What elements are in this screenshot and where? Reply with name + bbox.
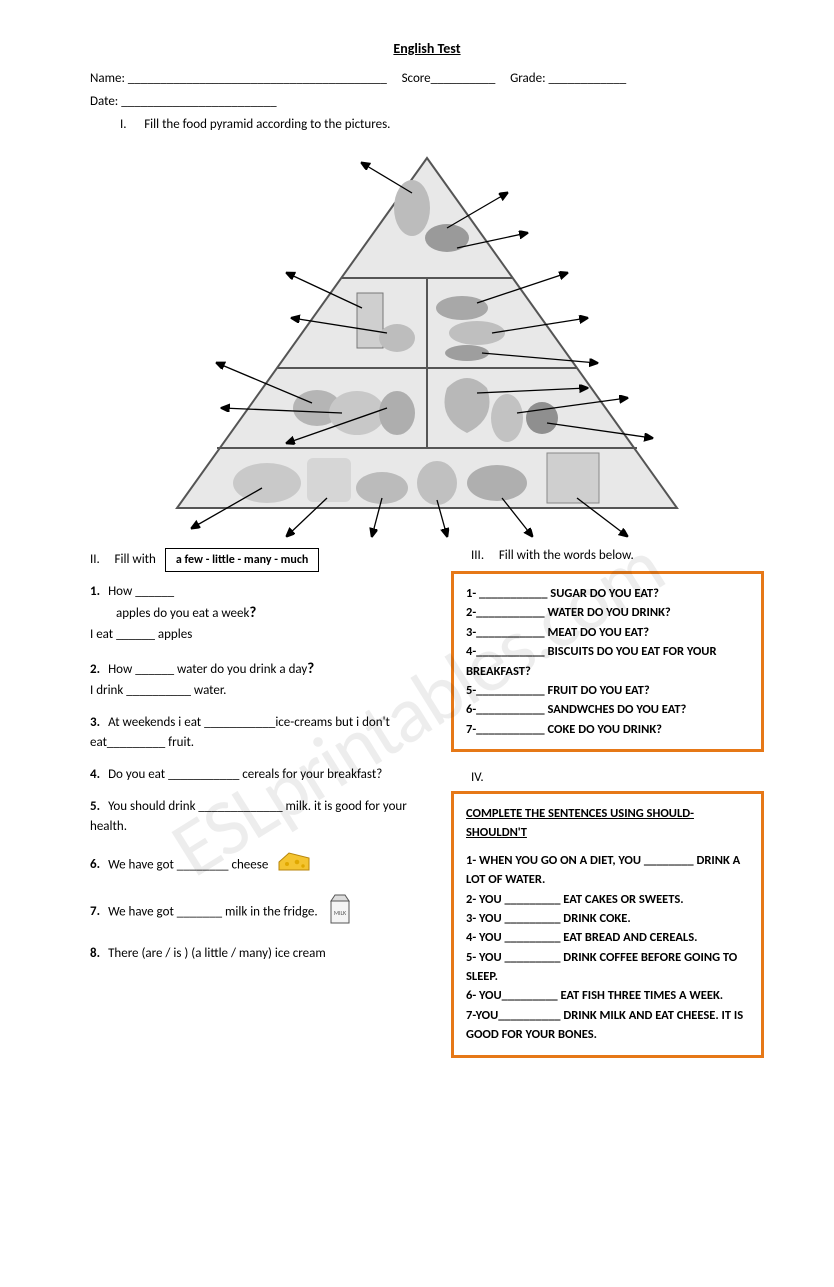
roman-1: I. <box>120 117 127 132</box>
q2-5[interactable]: 5.You should drink _____________ milk. i… <box>90 797 427 837</box>
roman-2: II. <box>90 552 100 567</box>
q2-2a[interactable]: How ______ water do you drink a day <box>108 662 307 677</box>
header-line-1: Name: __________________________________… <box>90 71 764 86</box>
name-field[interactable]: Name: __________________________________… <box>90 71 387 86</box>
q2-6[interactable]: 6.We have got ________ cheese <box>90 850 427 881</box>
section-4-box[interactable]: COMPLETE THE SENTENCES USING SHOULD- SHO… <box>451 791 764 1058</box>
q2-8t[interactable]: There (are / is ) (a little / many) ice … <box>108 946 326 961</box>
cheese-icon <box>277 850 311 881</box>
section-2: II. Fill with a few - little - many - mu… <box>90 548 427 1076</box>
q2-2[interactable]: 2.How ______ water do you drink a day? I… <box>90 658 427 701</box>
q2-2b[interactable]: I drink __________ water. <box>90 683 226 698</box>
section-3-box[interactable]: 1- ___________ SUGAR DO YOU EAT? 2-_____… <box>451 571 764 752</box>
quantifier-wordbox: a few - little - many - much <box>165 548 319 572</box>
instr-2: Fill with <box>115 552 156 567</box>
roman-4: IV. <box>471 770 764 785</box>
q2-1a[interactable]: How ______ <box>108 584 174 599</box>
s3-l1[interactable]: 1- ___________ SUGAR DO YOU EAT? <box>466 584 749 603</box>
section-1-instruction: I. Fill the food pyramid according to th… <box>120 117 764 132</box>
s3-l3[interactable]: 3-___________ MEAT DO YOU EAT? <box>466 623 749 642</box>
s4-l4[interactable]: 4- YOU _________ EAT BREAD AND CEREALS. <box>466 928 749 947</box>
roman-3: III. <box>471 548 484 563</box>
s3-l6[interactable]: 6-___________ SANDWCHES DO YOU EAT? <box>466 700 749 719</box>
s4-l6[interactable]: 6- YOU_________ EAT FISH THREE TIMES A W… <box>466 986 749 1005</box>
s4-l5[interactable]: 5- YOU _________ DRINK COFFEE BEFORE GOI… <box>466 948 749 987</box>
q2-1[interactable]: 1.How ______ apples do you eat a week? I… <box>90 582 427 646</box>
q2-6t[interactable]: We have got ________ cheese <box>108 857 268 872</box>
page-title: English Test <box>90 40 764 57</box>
q2-5t[interactable]: You should drink _____________ milk. it … <box>90 799 407 834</box>
instr-1: Fill the food pyramid according to the p… <box>144 117 390 132</box>
q2-3t[interactable]: At weekends i eat ___________ice-creams … <box>90 715 390 750</box>
q2-7[interactable]: 7.We have got _______ milk in the fridge… <box>90 893 427 932</box>
food-pyramid-diagram <box>147 138 707 538</box>
q2-3[interactable]: 3.At weekends i eat ___________ice-cream… <box>90 713 427 753</box>
s4-l7[interactable]: 7-YOU__________ DRINK MILK AND EAT CHEES… <box>466 1006 749 1045</box>
s4-l2[interactable]: 2- YOU _________ EAT CAKES OR SWEETS. <box>466 890 749 909</box>
s4-l1[interactable]: 1- WHEN YOU GO ON A DIET, YOU ________ D… <box>466 851 749 890</box>
q2-1c[interactable]: I eat ______ apples <box>90 627 192 642</box>
date-field[interactable]: Date: ________________________ <box>90 94 764 109</box>
score-field[interactable]: Score__________ <box>402 71 496 86</box>
s3-l7[interactable]: 7-___________ COKE DO YOU DRINK? <box>466 720 749 739</box>
milk-carton-icon: MILK <box>327 893 353 932</box>
q2-7t[interactable]: We have got _______ milk in the fridge. <box>108 904 318 919</box>
s3-l4[interactable]: 4-___________ BISCUITS DO YOU EAT FOR YO… <box>466 642 749 681</box>
q2-4[interactable]: 4.Do you eat ___________ cereals for you… <box>90 765 427 785</box>
q2-4t[interactable]: Do you eat ___________ cereals for your … <box>108 767 382 782</box>
s4-heading: COMPLETE THE SENTENCES USING SHOULD- SHO… <box>466 804 749 843</box>
svg-text:MILK: MILK <box>333 909 346 917</box>
q2-8[interactable]: 8.There (are / is ) (a little / many) ic… <box>90 944 427 964</box>
q2-1b: apples do you eat a week <box>116 606 249 621</box>
s4-l3[interactable]: 3- YOU _________ DRINK COKE. <box>466 909 749 928</box>
grade-field[interactable]: Grade: ____________ <box>510 71 626 86</box>
s3-l2[interactable]: 2-___________ WATER DO YOU DRINK? <box>466 603 749 622</box>
instr-3: Fill with the words below. <box>499 548 634 563</box>
roman-4-num: IV. <box>471 770 484 785</box>
s3-l5[interactable]: 5-___________ FRUIT DO YOU EAT? <box>466 681 749 700</box>
section-3-instruction: III. Fill with the words below. <box>471 548 764 563</box>
